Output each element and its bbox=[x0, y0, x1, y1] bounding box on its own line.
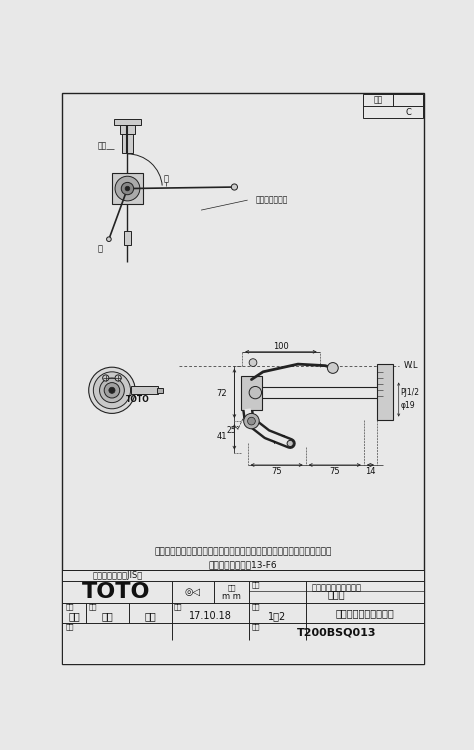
Bar bbox=[120, 124, 135, 134]
Text: 41: 41 bbox=[216, 433, 227, 442]
Text: 製図: 製図 bbox=[65, 603, 74, 610]
Circle shape bbox=[244, 413, 259, 429]
Circle shape bbox=[107, 237, 111, 242]
Text: 単位: 単位 bbox=[228, 584, 236, 591]
Text: 開: 開 bbox=[164, 175, 169, 184]
Text: レバー回転角度: レバー回転角度 bbox=[255, 196, 288, 205]
Text: T200BSQ013: T200BSQ013 bbox=[297, 628, 376, 638]
Bar bbox=[112, 173, 143, 204]
Circle shape bbox=[231, 184, 237, 190]
Circle shape bbox=[249, 358, 257, 367]
Text: 全自動洗漯機とはセットしないでください。水漏れの危険性があります。: 全自動洗漯機とはセットしないでください。水漏れの危険性があります。 bbox=[154, 548, 332, 556]
Text: 黄色: 黄色 bbox=[98, 142, 107, 151]
Text: PJ1/2: PJ1/2 bbox=[400, 388, 419, 397]
Bar bbox=[157, 388, 163, 392]
Bar bbox=[113, 119, 141, 124]
Text: 閉: 閉 bbox=[97, 244, 102, 253]
Text: 区分: 区分 bbox=[373, 95, 383, 104]
Bar bbox=[122, 134, 133, 153]
Circle shape bbox=[328, 362, 338, 374]
Text: 100: 100 bbox=[273, 342, 289, 351]
Text: 14: 14 bbox=[365, 466, 376, 476]
Bar bbox=[63, 571, 423, 664]
Circle shape bbox=[109, 387, 115, 394]
Text: 尺度: 尺度 bbox=[251, 603, 260, 610]
Text: TOTO: TOTO bbox=[82, 582, 150, 602]
Text: 1：2: 1：2 bbox=[268, 611, 287, 621]
Circle shape bbox=[89, 368, 135, 413]
Text: 日付: 日付 bbox=[174, 603, 182, 610]
Text: 75: 75 bbox=[271, 466, 282, 476]
Text: m m: m m bbox=[222, 592, 241, 602]
Circle shape bbox=[93, 372, 130, 409]
Text: W.L: W.L bbox=[403, 362, 418, 370]
Text: φ19: φ19 bbox=[400, 401, 415, 410]
Text: 吵水口回転、レバー式: 吵水口回転、レバー式 bbox=[311, 583, 361, 592]
Circle shape bbox=[103, 375, 109, 381]
Circle shape bbox=[115, 375, 121, 381]
Text: 竹下: 竹下 bbox=[69, 611, 81, 621]
Circle shape bbox=[125, 186, 130, 190]
Text: 名称: 名称 bbox=[251, 582, 260, 589]
Bar bbox=[130, 386, 158, 394]
Text: 備考: 備考 bbox=[65, 623, 74, 630]
Circle shape bbox=[100, 378, 124, 403]
Text: 横水桜: 横水桜 bbox=[328, 590, 345, 599]
Circle shape bbox=[121, 182, 134, 195]
Bar bbox=[124, 231, 131, 244]
Text: 72: 72 bbox=[216, 389, 227, 398]
Text: 国土交通省記号：13-F6: 国土交通省記号：13-F6 bbox=[209, 560, 277, 569]
Text: 水道法適合品（JIS）: 水道法適合品（JIS） bbox=[92, 572, 143, 580]
Circle shape bbox=[115, 176, 140, 201]
Text: 25°: 25° bbox=[227, 426, 240, 435]
Text: C: C bbox=[405, 108, 411, 117]
Text: 今寿: 今寿 bbox=[101, 611, 113, 621]
Text: TOTO: TOTO bbox=[126, 395, 150, 404]
Text: 17.10.18: 17.10.18 bbox=[189, 611, 232, 621]
Text: 筌井: 筌井 bbox=[145, 611, 156, 621]
Circle shape bbox=[247, 417, 255, 425]
Bar bbox=[241, 376, 262, 410]
Bar bbox=[377, 364, 392, 419]
Text: 75: 75 bbox=[329, 466, 340, 476]
Circle shape bbox=[249, 386, 262, 399]
Text: 検図: 検図 bbox=[89, 603, 97, 610]
Bar bbox=[363, 94, 423, 118]
Circle shape bbox=[104, 382, 120, 398]
Circle shape bbox=[287, 440, 293, 446]
Text: φ16: φ16 bbox=[271, 435, 286, 444]
Text: ◎◁: ◎◁ bbox=[185, 587, 201, 597]
Text: 図番: 図番 bbox=[251, 623, 260, 630]
Text: 吵水口回転、レバー式: 吵水口回転、レバー式 bbox=[335, 608, 394, 618]
